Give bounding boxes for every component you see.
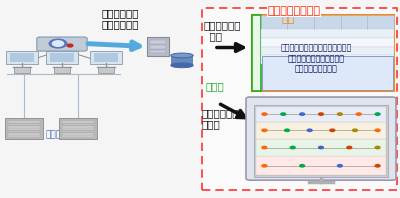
Text: ネットワーク
モニタリング: ネットワーク モニタリング	[101, 8, 139, 30]
Ellipse shape	[171, 63, 193, 68]
FancyBboxPatch shape	[98, 67, 114, 73]
Circle shape	[352, 129, 357, 131]
Circle shape	[338, 165, 342, 167]
Text: トラフィック
  分析: トラフィック 分析	[203, 20, 241, 41]
Bar	[261, 47, 394, 55]
Bar	[261, 38, 394, 47]
FancyBboxPatch shape	[8, 135, 40, 137]
Bar	[252, 15, 394, 91]
Circle shape	[262, 165, 267, 167]
Circle shape	[375, 165, 380, 167]
Text: トラフィック
可視化: トラフィック 可視化	[202, 108, 240, 129]
Bar	[202, 8, 397, 190]
FancyBboxPatch shape	[8, 133, 40, 135]
FancyBboxPatch shape	[62, 124, 94, 125]
FancyBboxPatch shape	[94, 53, 118, 62]
Circle shape	[262, 113, 267, 115]
FancyBboxPatch shape	[50, 53, 74, 62]
FancyBboxPatch shape	[150, 45, 166, 49]
FancyBboxPatch shape	[150, 50, 166, 53]
FancyBboxPatch shape	[62, 128, 94, 130]
Circle shape	[338, 113, 342, 115]
FancyBboxPatch shape	[246, 97, 396, 180]
Circle shape	[49, 39, 67, 48]
FancyBboxPatch shape	[90, 51, 122, 64]
FancyBboxPatch shape	[6, 51, 38, 64]
Circle shape	[285, 129, 290, 131]
FancyBboxPatch shape	[46, 51, 78, 64]
FancyBboxPatch shape	[256, 107, 386, 175]
Circle shape	[300, 165, 304, 167]
FancyBboxPatch shape	[5, 118, 43, 139]
FancyBboxPatch shape	[171, 55, 193, 65]
FancyBboxPatch shape	[8, 126, 40, 128]
Text: 送信元: 送信元	[206, 81, 225, 91]
Circle shape	[300, 113, 304, 115]
Bar	[256, 122, 386, 139]
Circle shape	[307, 129, 312, 131]
FancyBboxPatch shape	[54, 67, 70, 73]
Bar	[256, 107, 386, 122]
FancyBboxPatch shape	[8, 131, 40, 132]
Text: 宛先: 宛先	[281, 14, 295, 24]
Circle shape	[290, 146, 295, 149]
FancyBboxPatch shape	[10, 53, 34, 62]
FancyBboxPatch shape	[254, 105, 388, 177]
FancyBboxPatch shape	[62, 121, 94, 123]
Circle shape	[330, 129, 335, 131]
FancyBboxPatch shape	[62, 135, 94, 137]
Circle shape	[262, 129, 267, 131]
FancyBboxPatch shape	[62, 126, 94, 128]
Bar	[252, 15, 261, 91]
Text: 通信内容（プロトコル，ポート，
頻度）の正常状態との差分
によって異常を検知: 通信内容（プロトコル，ポート， 頻度）の正常状態との差分 によって異常を検知	[280, 44, 352, 73]
Text: 今回開発した技術: 今回開発した技術	[268, 6, 320, 16]
Bar	[256, 139, 386, 156]
FancyBboxPatch shape	[62, 133, 94, 135]
FancyBboxPatch shape	[59, 118, 97, 139]
Circle shape	[67, 44, 73, 47]
FancyBboxPatch shape	[37, 37, 87, 51]
Bar	[261, 29, 394, 38]
Circle shape	[356, 113, 361, 115]
FancyBboxPatch shape	[62, 131, 94, 132]
Circle shape	[375, 129, 380, 131]
Text: 制御システム: 制御システム	[46, 131, 78, 140]
FancyBboxPatch shape	[8, 124, 40, 125]
Circle shape	[319, 113, 323, 115]
Circle shape	[375, 146, 380, 149]
Circle shape	[281, 113, 286, 115]
FancyBboxPatch shape	[150, 40, 166, 44]
Bar	[256, 156, 386, 175]
FancyBboxPatch shape	[8, 128, 40, 130]
Bar	[261, 15, 394, 29]
Circle shape	[319, 146, 323, 149]
Circle shape	[262, 146, 267, 149]
FancyBboxPatch shape	[14, 67, 30, 73]
FancyBboxPatch shape	[262, 56, 393, 90]
FancyBboxPatch shape	[8, 121, 40, 123]
Circle shape	[52, 41, 64, 46]
Ellipse shape	[171, 53, 193, 58]
FancyBboxPatch shape	[147, 37, 169, 56]
Bar	[261, 55, 394, 64]
Circle shape	[375, 113, 380, 115]
Circle shape	[347, 146, 352, 149]
